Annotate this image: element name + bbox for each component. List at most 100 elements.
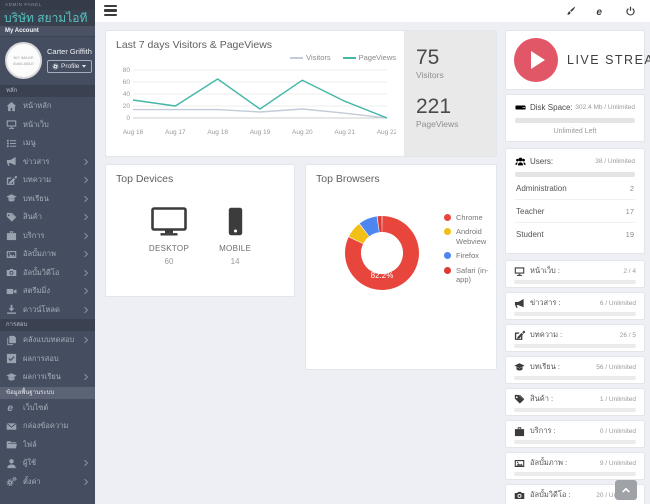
sidebar-item-0-0[interactable]: หน้าหลัก [0,97,95,116]
user-role-row: Teacher 17 [515,200,635,223]
visitors-label: Visitors [416,70,444,80]
browsers-legend-item: Safari (in-app) [444,266,496,285]
sidebar-item-label: ผลการสอบ [23,353,59,363]
sidebar-item-label: บทเรียน [23,193,49,203]
quota-card-3[interactable]: บทเรียน : 56 / Unlimited [505,356,645,384]
browser-e-icon[interactable]: e [595,6,606,16]
graduation-cap-icon [6,372,17,383]
sidebar-item-2-0[interactable]: e เว็บไซต์ [0,399,95,418]
quota-progress-bar [514,440,636,444]
briefcase-icon [514,426,525,437]
sidebar-item-1-1[interactable]: ผลการสอบ [0,350,95,369]
sidebar-item-label: ไฟล์ [23,439,37,449]
quota-value: 1 / Unlimited [599,395,636,403]
svg-text:Aug 21: Aug 21 [334,129,355,136]
devices-row: DESKTOP 60 MOBILE 14 [116,207,284,266]
user-role-row: Administration 2 [515,177,635,200]
quota-value: 2 / 4 [623,267,636,275]
quota-card-5[interactable]: บริการ : 0 / Unlimited [505,420,645,448]
visitors-chart-card: Last 7 days Visitors & PageViews Visitor… [105,30,497,157]
sidebar-item-0-1[interactable]: หน้าเว็บ [0,116,95,135]
check-square-icon [6,353,17,364]
sidebar-item-0-4[interactable]: บทความ [0,171,95,190]
quota-value: 26 / 5 [619,331,636,339]
camera-icon [514,490,525,501]
sidebar-item-0-9[interactable]: อัลบั้มวิดีโอ [0,264,95,283]
quota-card-2[interactable]: บทความ : 26 / 5 [505,324,645,352]
chart-title: Last 7 days Visitors & PageViews [116,39,273,51]
sidebar-item-label: สินค้า [23,212,42,222]
chevron-up-icon [622,487,630,493]
brand-title: บริษัท สยามไอที [0,10,95,26]
sidebar-item-2-2[interactable]: ไฟล์ [0,436,95,455]
sidebar-item-1-2[interactable]: ผลการเรียน [0,368,95,387]
scroll-top-button[interactable] [615,480,637,500]
browsers-title: Top Browsers [316,173,380,185]
sidebar-item-0-11[interactable]: ดาวน์โหลด [0,301,95,320]
sidebar-item-1-0[interactable]: คลังแบบทดสอบ [0,331,95,350]
legend-item: PageViews [342,53,396,62]
svg-text:Aug 22: Aug 22 [377,129,396,136]
svg-text:40: 40 [123,91,131,98]
brush-icon[interactable] [565,6,576,17]
sidebar-item-0-7[interactable]: บริการ [0,227,95,246]
user-icon [6,458,17,469]
device-item-desktop: DESKTOP 60 [149,207,189,266]
main-content: Last 7 days Visitors & PageViews Visitor… [95,22,650,504]
quota-card-4[interactable]: สินค้า : 1 / Unlimited [505,388,645,416]
sidebar-item-0-10[interactable]: สตรีมมิ่ง [0,282,95,301]
monitor-icon [6,119,17,130]
hamburger-menu-icon[interactable] [104,5,117,16]
gear-icon [52,63,59,70]
chevron-right-icon [83,336,89,344]
users-progress-bar [515,172,635,177]
sidebar-item-label: ข่าวสาร [23,156,50,166]
tags-icon [514,394,525,405]
quota-progress-bar [514,280,636,284]
copy-icon [6,335,17,346]
top-browsers-card: Top Browsers 82.2% Chrome Android Webview… [305,164,497,370]
sidebar-item-label: เมนู [23,138,36,148]
top-devices-card: Top Devices DESKTOP 60 MOBILE 14 [105,164,295,297]
quota-label: อัลบั้มวิดีโอ : [530,490,571,499]
sidebar-item-2-3[interactable]: ผู้ใช้ [0,454,95,473]
home-icon [6,101,17,112]
play-button[interactable] [514,38,558,82]
sidebar-item-label: หน้าเว็บ [23,119,49,129]
role-count: 2 [629,184,634,193]
briefcase-icon [6,230,17,241]
sidebar-item-label: ผู้ใช้ [23,458,37,468]
my-account-label: My Account [0,26,95,37]
sidebar-item-2-4[interactable]: ตั้งค่า [0,473,95,492]
svg-text:Aug 17: Aug 17 [165,129,186,136]
quota-card-1[interactable]: ข่าวสาร : 6 / Unlimited [505,292,645,320]
chevron-right-icon [83,373,89,381]
devices-title: Top Devices [116,173,174,185]
svg-text:Aug 16: Aug 16 [123,129,144,136]
pencil-square-icon [6,175,17,186]
browsers-legend-item: Android Webview [444,227,496,246]
top-header: e [95,0,650,22]
power-icon[interactable] [625,6,636,17]
sidebar-item-label: กล่องข้อความ [23,421,69,431]
sidebar-item-2-1[interactable]: กล่องข้อความ [0,417,95,436]
live-stream-card[interactable]: LIVE STREAM [505,30,650,90]
quota-progress-bar [514,344,636,348]
sidebar-item-0-5[interactable]: บทเรียน [0,190,95,209]
sidebar-item-0-3[interactable]: ข่าวสาร [0,153,95,172]
disk-remaining: Unlimited Left [553,128,597,135]
chevron-right-icon [83,250,89,258]
list-icon [6,138,17,149]
quota-label: หน้าเว็บ : [530,266,560,275]
sidebar-item-label: ผลการเรียน [23,372,61,382]
quota-card-0[interactable]: หน้าเว็บ : 2 / 4 [505,260,645,288]
profile-button[interactable]: Profile [47,59,93,73]
sidebar-item-0-2[interactable]: เมนู [0,134,95,153]
svg-text:e: e [7,403,13,413]
sidebar-section-header: การสอบ [0,319,95,331]
quota-label: สินค้า : [530,394,554,403]
quota-card-6[interactable]: อัลบั้มภาพ : 9 / Unlimited [505,452,645,480]
sidebar-item-0-6[interactable]: สินค้า [0,208,95,227]
sidebar-item-0-8[interactable]: อัลบั้มภาพ [0,245,95,264]
